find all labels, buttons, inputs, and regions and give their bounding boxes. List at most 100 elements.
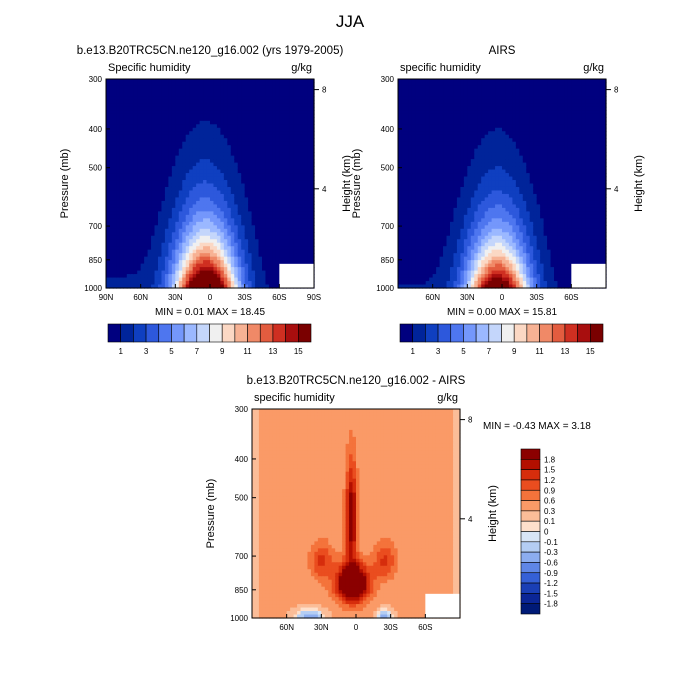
field-cell [213, 166, 218, 171]
field-cell [192, 242, 197, 247]
field-cell [140, 207, 145, 212]
field-cell [241, 232, 246, 237]
field-cell [223, 162, 228, 167]
field-cell [147, 120, 152, 125]
field-cell [227, 267, 232, 272]
field-cell [199, 82, 204, 87]
field-cell [307, 186, 312, 192]
field-cell [199, 110, 204, 115]
field-cell [210, 82, 215, 87]
field-cell [255, 92, 260, 98]
field-cell [418, 246, 423, 251]
field-cell [429, 99, 434, 104]
field-cell [151, 207, 156, 212]
field-cell [109, 180, 114, 185]
field-cell [126, 103, 131, 108]
field-cell [467, 207, 472, 212]
field-cell [272, 214, 277, 219]
field-cell [154, 228, 159, 233]
field-cell [415, 89, 420, 94]
field-cell [216, 152, 221, 157]
field-cell [196, 246, 201, 251]
field-cell [234, 190, 239, 195]
field-cell [116, 253, 121, 258]
field-cell [154, 148, 159, 153]
field-cell [251, 190, 256, 195]
field-cell [116, 214, 121, 219]
field-cell [456, 260, 461, 265]
field-cell [106, 214, 111, 219]
field-cell [446, 242, 451, 247]
field-cell [450, 207, 455, 212]
field-cell [106, 141, 111, 146]
field-cell [450, 200, 455, 205]
field-cell [133, 281, 138, 286]
field-cell [411, 239, 416, 244]
field-cell [130, 148, 135, 153]
field-cell [258, 180, 263, 185]
colorbar-box [183, 323, 198, 343]
field-cell [279, 169, 284, 174]
field-cell [116, 85, 121, 91]
field-cell [234, 214, 239, 219]
field-cell [286, 82, 291, 87]
field-cell [227, 99, 232, 104]
field-cell [453, 127, 458, 132]
field-cell [237, 197, 242, 202]
field-cell [109, 225, 114, 230]
field-cell [223, 186, 228, 192]
field-cell [199, 186, 204, 192]
field-cell [158, 197, 163, 202]
field-cell [192, 134, 197, 139]
field-cell [126, 281, 131, 286]
field-cell [265, 106, 270, 111]
field-cell [206, 92, 211, 98]
field-cell [453, 166, 458, 171]
field-cell [182, 204, 187, 209]
field-cell [112, 110, 117, 115]
field-cell [258, 221, 263, 226]
field-cell [175, 239, 180, 244]
field-cell [470, 113, 475, 118]
field-cell [109, 162, 114, 167]
field-cell [470, 253, 475, 258]
field-cell [112, 228, 117, 233]
field-cell [275, 134, 280, 139]
field-cell [185, 152, 190, 157]
field-cell [286, 211, 291, 216]
field-cell [116, 270, 121, 275]
field-cell [123, 103, 128, 108]
field-cell [422, 166, 427, 171]
field-cell [244, 232, 249, 237]
field-cell [446, 239, 451, 244]
field-cell [126, 89, 131, 94]
field-cell [185, 99, 190, 104]
field-cell [168, 260, 173, 265]
field-cell [130, 155, 135, 160]
field-cell [210, 277, 215, 282]
field-cell [404, 284, 409, 289]
field-cell [192, 263, 197, 268]
field-cell [241, 253, 246, 258]
field-cell [220, 239, 225, 244]
field-cell [432, 211, 437, 216]
field-cell [425, 162, 430, 167]
field-cell [151, 110, 156, 115]
field-cell [398, 239, 403, 244]
field-cell [300, 239, 305, 244]
field-cell [123, 166, 128, 171]
field-cell [258, 207, 263, 212]
field-cell [279, 148, 284, 153]
field-cell [126, 145, 131, 150]
field-cell [175, 253, 180, 258]
field-cell [116, 176, 121, 181]
field-cell [158, 242, 163, 247]
field-cell [272, 92, 277, 98]
field-cell [463, 263, 468, 268]
field-cell [106, 235, 111, 240]
field-cell [398, 232, 403, 237]
field-cell [213, 253, 218, 258]
field-cell [133, 117, 138, 122]
field-cell [310, 197, 315, 202]
field-cell [203, 162, 208, 167]
